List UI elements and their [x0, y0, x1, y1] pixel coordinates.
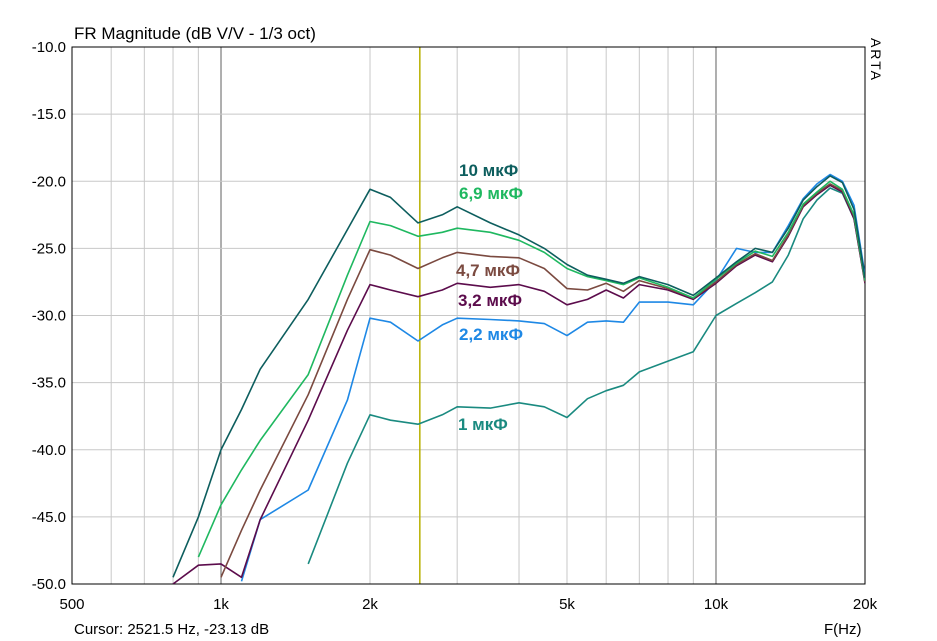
cursor-readout: Cursor: 2521.5 Hz, -23.13 dB: [74, 621, 269, 638]
y-tick-label: -50.0: [32, 576, 66, 593]
y-tick-label: -40.0: [32, 442, 66, 459]
x-tick-label: 2k: [362, 596, 378, 613]
watermark: ARTA: [868, 38, 884, 82]
series-label: 2,2 мкФ: [459, 325, 523, 344]
plot-frame: [71, 46, 866, 585]
x-tick-label: 10k: [704, 596, 729, 613]
series-label: 1 мкФ: [458, 415, 508, 434]
x-tick-label: 500: [59, 596, 84, 613]
x-tick-label: 1k: [213, 596, 229, 613]
x-tick-label: 20k: [853, 596, 878, 613]
series-label: 10 мкФ: [459, 161, 518, 180]
series-line: [240, 173, 865, 582]
y-tick-label: -30.0: [32, 308, 66, 325]
y-tick-label: -25.0: [32, 240, 66, 257]
series-line: [172, 175, 865, 578]
series-line: [307, 187, 865, 565]
series-label: 6,9 мкФ: [459, 184, 523, 203]
y-tick-label: -10.0: [32, 39, 66, 56]
x-axis-label: F(Hz): [824, 621, 862, 638]
y-tick-label: -35.0: [32, 375, 66, 392]
x-tick-label: 5k: [559, 596, 575, 613]
y-tick-label: -45.0: [32, 509, 66, 526]
y-tick-label: -20.0: [32, 173, 66, 190]
series-line: [197, 180, 865, 558]
y-tick-label: -15.0: [32, 106, 66, 123]
series-label: 3,2 мкФ: [458, 291, 522, 310]
series-label: 4,7 мкФ: [456, 261, 520, 280]
chart-title: FR Magnitude (dB V/V - 1/3 oct): [74, 24, 316, 43]
